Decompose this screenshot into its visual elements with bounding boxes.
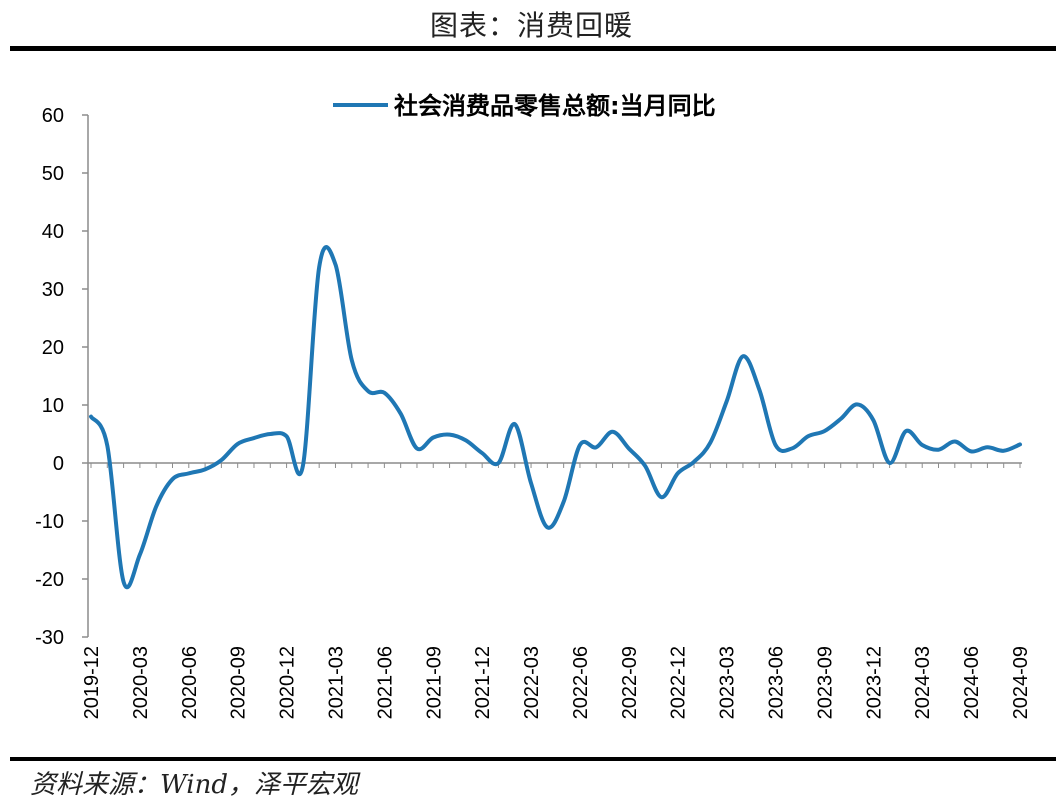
x-tick-label: 2021-12 — [472, 646, 494, 719]
x-tick-label: 2020-03 — [130, 646, 152, 719]
y-tick-label: 0 — [53, 453, 64, 475]
x-tick-label: 2021-03 — [325, 646, 347, 719]
y-tick-label: -30 — [35, 627, 64, 649]
x-tick-label: 2024-09 — [1010, 646, 1032, 719]
y-tick-label: -10 — [35, 511, 64, 533]
legend: 社会消费品零售总额:当月同比 — [333, 92, 716, 120]
x-tick-label: 2023-09 — [814, 646, 836, 719]
x-tick-label: 2020-06 — [179, 646, 201, 719]
y-tick-label: 50 — [42, 163, 64, 185]
y-tick-label: 20 — [42, 337, 64, 359]
y-tick-label: 10 — [42, 395, 64, 417]
x-tick-label: 2022-12 — [668, 646, 690, 719]
x-tick-label: 2021-09 — [423, 646, 445, 719]
x-axis: 2019-12 2020-03 2020-06 2020-09 2020-12 2021-… — [81, 462, 1032, 719]
x-tick-label: 2023-06 — [766, 646, 788, 719]
x-tick-label: 2022-03 — [521, 646, 543, 719]
series-line-group — [89, 245, 1022, 590]
line-chart: 60 50 40 30 20 10 0 -10 -20 -30 2019-12 2020-03 202… — [35, 92, 1032, 719]
x-tick-label: 2024-06 — [961, 646, 983, 719]
top-rule — [10, 46, 1056, 51]
x-tick-label: 2024-03 — [912, 646, 934, 719]
x-tick-label: 2020-09 — [228, 646, 250, 719]
x-tick-label: 2019-12 — [81, 646, 103, 719]
series-line — [89, 245, 1022, 590]
source-note: 资料来源：Wind，泽平宏观 — [30, 770, 358, 800]
y-axis: 60 50 40 30 20 10 0 -10 -20 -30 — [35, 105, 89, 649]
x-tick-label: 2020-12 — [277, 646, 299, 719]
y-tick-label: 30 — [42, 279, 64, 301]
x-tick-label: 2023-12 — [863, 646, 885, 719]
x-tick-label: 2022-09 — [619, 646, 641, 719]
page-title: 图表：消费回暖 — [429, 9, 633, 42]
x-tick-label: 2023-03 — [717, 646, 739, 719]
bottom-rule — [10, 757, 1056, 761]
x-tick-label: 2022-06 — [570, 646, 592, 719]
y-tick-label: 60 — [42, 105, 64, 127]
legend-label: 社会消费品零售总额:当月同比 — [394, 92, 716, 120]
x-tick-label: 2021-06 — [374, 646, 396, 719]
y-tick-label: 40 — [42, 221, 64, 243]
y-tick-label: -20 — [35, 569, 64, 591]
